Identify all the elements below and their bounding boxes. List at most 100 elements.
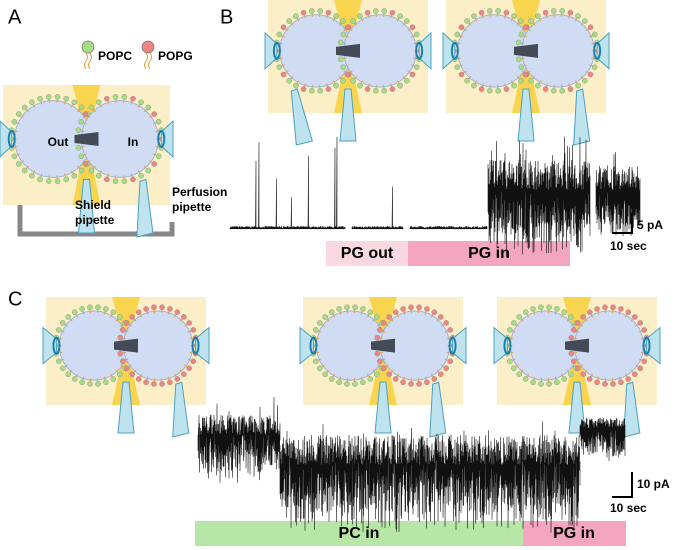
lipid-head	[503, 9, 510, 16]
lipid-head	[138, 172, 144, 179]
lipid-head	[155, 153, 162, 160]
lipid-head	[413, 64, 420, 70]
legend-swatch	[141, 40, 155, 54]
lipid-head	[21, 167, 28, 174]
lipid-head	[119, 358, 126, 365]
lipid-head	[322, 371, 328, 378]
lipid-head	[11, 118, 18, 125]
lipid-head	[515, 56, 522, 62]
lipid-head	[71, 309, 78, 316]
lipid-head	[602, 381, 608, 387]
lipid-head	[60, 320, 66, 326]
panel-label: C	[8, 288, 22, 310]
lipid-head	[518, 18, 524, 24]
lipid-head	[360, 306, 366, 312]
lipid-head	[21, 104, 28, 111]
lipid-head	[103, 306, 109, 312]
lipid-head	[522, 71, 529, 78]
lipid-head	[135, 376, 142, 382]
lipid-head	[580, 371, 586, 378]
legend-label: POPG	[158, 49, 193, 63]
lipid-head	[167, 379, 173, 386]
lipid-head	[389, 86, 396, 92]
lipid-head	[530, 379, 536, 386]
lipid-head	[568, 334, 575, 341]
lipid-head	[103, 95, 110, 102]
lipid-head	[546, 381, 552, 387]
lipid-head	[397, 82, 403, 89]
lipid-head	[404, 18, 410, 24]
current-trace	[197, 396, 281, 483]
lipid-head	[522, 309, 529, 316]
condition-label: PG out	[341, 245, 394, 262]
lipid-head	[117, 314, 123, 320]
lipid-head	[443, 320, 449, 326]
lipid-head	[110, 376, 117, 382]
pipette-tip	[503, 336, 512, 355]
lipid-head	[309, 8, 315, 14]
channel	[74, 132, 99, 146]
lipid-head	[181, 371, 187, 378]
lipid-head	[82, 111, 89, 117]
lipid-head	[174, 376, 181, 382]
lipid-head	[458, 71, 465, 78]
lipid-head	[174, 309, 181, 316]
lipid-head	[367, 309, 374, 316]
perfusion-pipette	[172, 381, 190, 438]
lipid-head	[464, 18, 470, 24]
lipid-head	[587, 24, 594, 31]
current-trace	[409, 225, 488, 230]
channel	[114, 338, 138, 353]
lipid-head	[78, 104, 85, 111]
lipid-head	[568, 314, 574, 320]
lipid-head	[344, 24, 351, 31]
lipid-head	[570, 358, 577, 365]
lipid-head	[400, 306, 406, 312]
lipid-head	[447, 327, 454, 333]
lipid-head	[408, 381, 414, 387]
lipid-head	[29, 99, 35, 106]
lipid-head	[78, 118, 84, 125]
lipid-head	[71, 376, 78, 382]
lipid-tail	[84, 52, 92, 70]
lipid-head	[159, 304, 165, 311]
pipette-tip	[309, 336, 318, 355]
lipid-head	[495, 8, 501, 14]
lipid-head	[15, 161, 22, 167]
condition-bar	[408, 241, 570, 266]
lipid-head	[471, 13, 477, 19]
lipid-head	[121, 94, 128, 100]
lipid-head	[567, 9, 574, 16]
lipid-head	[551, 87, 557, 94]
pipette-tip	[272, 41, 281, 60]
lipid-head	[340, 77, 346, 84]
flow-arrow	[17, 200, 175, 237]
lipid-head	[280, 71, 287, 78]
current-trace	[279, 421, 581, 533]
lipid-head	[637, 320, 643, 326]
lipid-head	[594, 379, 600, 386]
lipid-head	[337, 56, 344, 62]
lipid-head	[392, 309, 399, 316]
lipid-head	[337, 39, 344, 46]
pipette-tip	[450, 41, 459, 60]
lipid-head	[143, 306, 149, 312]
pipette-tip	[448, 336, 457, 355]
lipid-head	[511, 365, 517, 372]
shield-pipette	[517, 88, 535, 142]
lipid-head	[438, 371, 444, 378]
lipid-head	[186, 320, 192, 326]
lipid-head	[431, 376, 438, 382]
lipid-head	[610, 381, 616, 387]
lipid-head	[121, 178, 128, 184]
lipid-head	[340, 64, 347, 70]
lipid-head	[471, 82, 477, 89]
perfusion-pipette	[573, 88, 591, 146]
lipid-head	[367, 376, 374, 382]
lipid-head	[373, 87, 379, 94]
vesicle-label: Out	[48, 135, 69, 149]
current-trace	[595, 152, 641, 237]
condition-bar	[326, 241, 408, 266]
lipid-head	[586, 376, 593, 382]
lipid-head	[65, 371, 71, 378]
